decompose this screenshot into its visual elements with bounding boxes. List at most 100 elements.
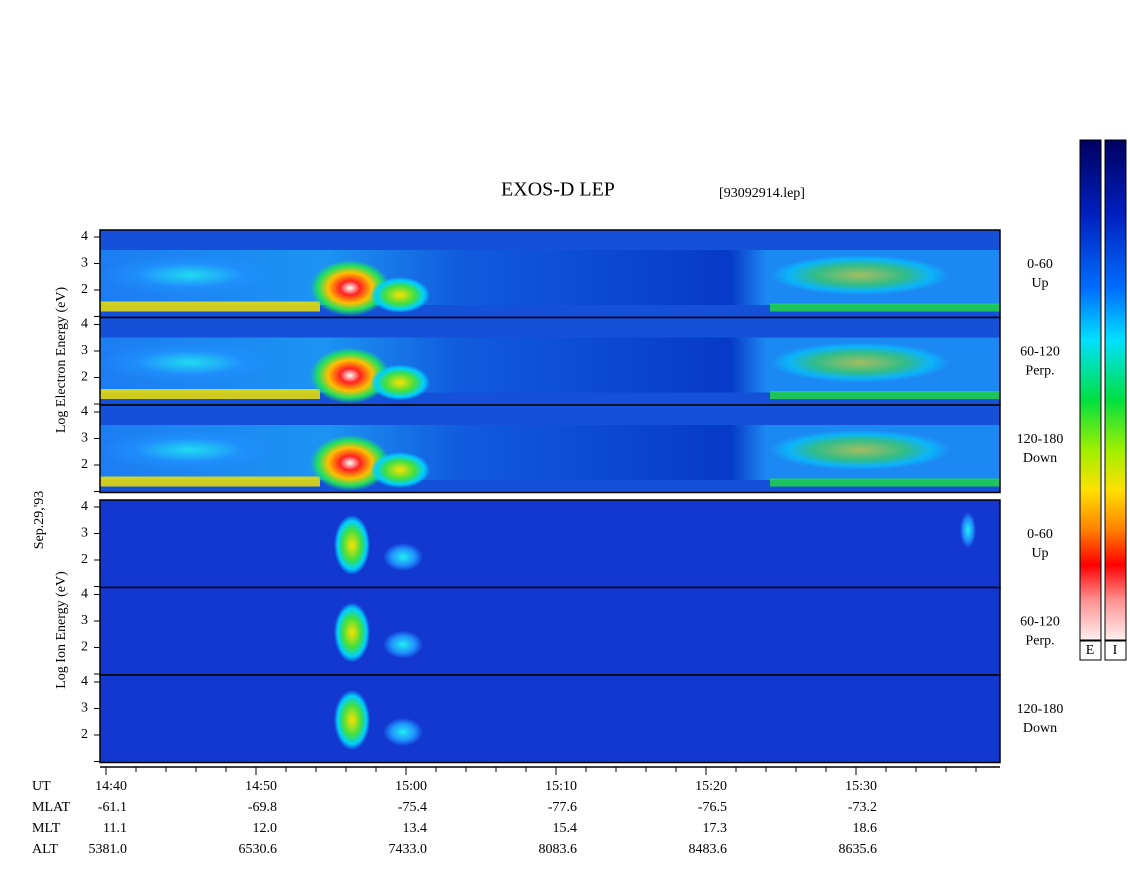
spectrogram-band [770, 391, 1000, 399]
row-value: 15:20 [695, 779, 727, 794]
y-tick-label: 3 [81, 701, 88, 716]
row-value: -75.4 [398, 800, 427, 815]
spectrogram-blob [370, 277, 430, 313]
electron-panel: 2 3 4 60-120 Perp. [81, 317, 1060, 406]
spectrogram-blob [100, 430, 280, 470]
y-tick-label: 2 [81, 370, 88, 385]
colorbar-e-box [1079, 640, 1102, 661]
row-value: 11.1 [103, 821, 127, 836]
y-tick-label: 3 [81, 256, 88, 271]
y-tick-label: 4 [81, 317, 88, 332]
spectrogram-blob [770, 430, 950, 470]
spectrogram-background [100, 587, 1000, 675]
y-tick-label: 2 [81, 552, 88, 567]
row-value: 15.4 [553, 821, 578, 836]
row-value: 17.3 [703, 821, 728, 836]
y-tick-label: 2 [81, 640, 88, 655]
spectrogram-blob [370, 452, 430, 488]
spectrogram-blob [100, 342, 280, 383]
panel-angle: 0-60 [1027, 257, 1053, 272]
colorbar-label: E [1086, 643, 1095, 658]
row-value: -69.8 [248, 800, 277, 815]
y-tick-label: 3 [81, 526, 88, 541]
spectrogram-blob [383, 718, 423, 746]
row-value: 15:30 [845, 779, 877, 794]
spectrogram-band [770, 303, 1000, 312]
y-tick-label: 2 [81, 457, 88, 472]
row-value: -76.5 [698, 800, 727, 815]
spectrogram-blob [370, 364, 430, 401]
panel-angle: 60-120 [1020, 345, 1060, 360]
electron-panel: 2 3 4 0-60 Up [81, 229, 1053, 319]
colorbar: E I [1079, 139, 1127, 661]
row-value: -77.6 [548, 800, 577, 815]
spectrogram-blob [770, 342, 950, 383]
y-tick-label: 4 [81, 587, 88, 602]
y-tick-label: 2 [81, 282, 88, 297]
row-name: ALT [32, 842, 58, 857]
electron-panel: 2 3 4 120-180 Down [81, 404, 1064, 494]
colorbar-e [1079, 139, 1102, 641]
panel-direction: Down [1023, 721, 1057, 736]
panel-angle: 120-180 [1017, 702, 1064, 717]
y-tick-label: 4 [81, 229, 88, 244]
row-value: 13.4 [403, 821, 428, 836]
row-value: 14:50 [245, 779, 277, 794]
spectrogram-band [100, 389, 320, 399]
spectrogram-blob [334, 602, 370, 663]
panel-frame [99, 674, 1001, 764]
spectrogram-blob [334, 515, 370, 575]
spectrogram-blob [383, 630, 423, 659]
row-value: 12.0 [253, 821, 278, 836]
y-tick-label: 4 [81, 499, 88, 514]
row-name: MLAT [32, 800, 71, 815]
panel-angle: 60-120 [1020, 615, 1060, 630]
colorbar-i [1104, 139, 1127, 641]
spectrogram-background [100, 500, 1000, 588]
y-tick-label: 2 [81, 727, 88, 742]
row-value: 8083.6 [539, 842, 578, 857]
y-tick-label: 3 [81, 343, 88, 358]
row-value: 15:10 [545, 779, 577, 794]
spectrogram-band [100, 301, 320, 312]
panel-direction: Up [1031, 546, 1048, 561]
row-value: 8483.6 [689, 842, 728, 857]
spectrogram-blob [383, 543, 423, 571]
title: EXOS-D LEP [501, 179, 615, 201]
panel-angle: 120-180 [1017, 432, 1064, 447]
spectrogram-band [770, 478, 1000, 487]
spectrogram-blob [770, 255, 950, 295]
panel-angle: 0-60 [1027, 527, 1053, 542]
spectrogram-blob [100, 255, 280, 295]
row-value: 14:40 [95, 779, 127, 794]
ion-panel: 2 3 4 120-180 Down [81, 674, 1064, 764]
ion-panel: 2 3 4 60-120 Perp. [81, 587, 1060, 676]
spectrogram-blob [310, 347, 390, 404]
date: Sep.29,'93 [32, 491, 47, 550]
colorbar-label: I [1113, 643, 1118, 658]
spectrogram-blob [310, 435, 390, 491]
y-tick-label: 4 [81, 674, 88, 689]
row-value: 7433.0 [389, 842, 428, 857]
panel-direction: Perp. [1025, 634, 1054, 649]
row-value: 8635.6 [839, 842, 878, 857]
row-value: 18.6 [853, 821, 878, 836]
file-name: [93092914.lep] [719, 186, 805, 201]
electron-y-label: Log Electron Energy (eV) [54, 287, 69, 434]
y-tick-label: 3 [81, 431, 88, 446]
colorbar-i-box [1104, 640, 1127, 661]
spectrogram-band [100, 476, 320, 487]
spectrogram-blob [310, 260, 390, 316]
panel-direction: Perp. [1025, 364, 1054, 379]
panel-frame [99, 404, 1001, 494]
row-value: -61.1 [98, 800, 127, 815]
row-name: UT [32, 779, 51, 794]
row-value: 5381.0 [89, 842, 128, 857]
y-tick-label: 3 [81, 613, 88, 628]
row-value: 15:00 [395, 779, 427, 794]
y-tick-label: 4 [81, 404, 88, 419]
panel-direction: Up [1031, 276, 1048, 291]
ion-panel: 2 3 4 0-60 Up [81, 499, 1053, 589]
spectrogram-blob [334, 690, 370, 750]
